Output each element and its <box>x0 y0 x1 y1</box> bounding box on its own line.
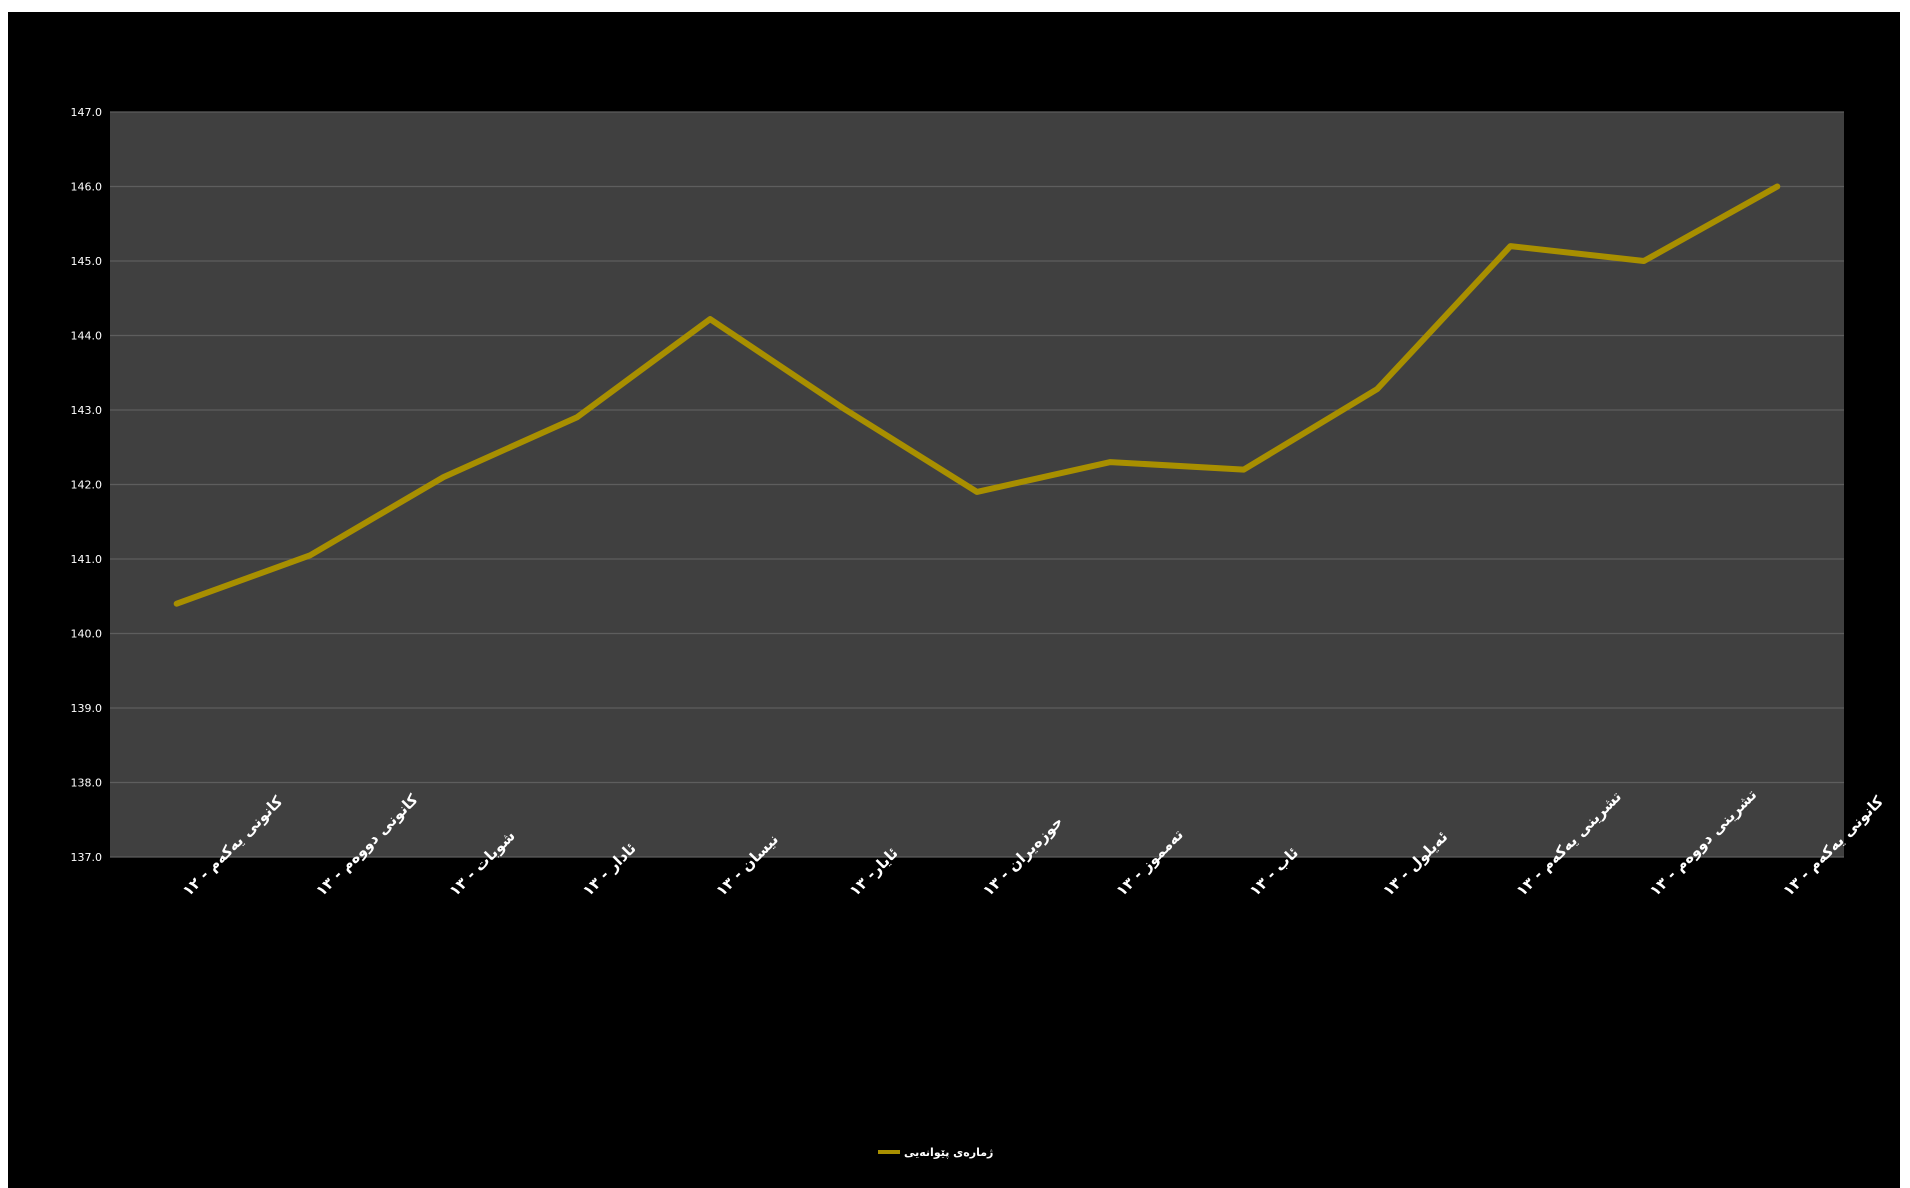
y-tick-label: 146.0 <box>71 181 103 194</box>
gridlines <box>110 111 1844 858</box>
y-tick-label: 147.0 <box>71 106 103 119</box>
y-tick-label: 145.0 <box>71 255 103 268</box>
data-point <box>1374 386 1380 392</box>
data-point <box>440 474 446 480</box>
y-tick-label: 138.0 <box>71 777 103 790</box>
data-point <box>1774 184 1780 189</box>
y-tick-label: 137.0 <box>71 851 103 864</box>
data-point <box>1107 459 1113 465</box>
y-tick-label: 139.0 <box>71 702 103 715</box>
data-point <box>974 489 980 495</box>
data-point <box>574 414 580 420</box>
y-tick-label: 143.0 <box>71 404 103 417</box>
y-axis-ticks: 137.0 138.0 139.0 140.0 141.0 142.0 143.0 144.0… <box>71 106 103 864</box>
data-point <box>307 552 313 558</box>
y-tick-label: 144.0 <box>71 330 103 343</box>
data-point <box>707 316 713 322</box>
data-point <box>1508 243 1514 249</box>
y-tick-label: 142.0 <box>71 479 103 492</box>
data-point <box>1641 258 1647 264</box>
y-tick-label: 141.0 <box>71 553 103 566</box>
chart-frame: 137.0 138.0 139.0 140.0 141.0 142.0 143.0 144.0… <box>8 12 1900 1188</box>
data-point <box>841 406 847 412</box>
series-layer <box>173 183 1781 607</box>
y-tick-label: 140.0 <box>71 628 103 641</box>
legend-label: ژمارەی پێوانەیی <box>904 1146 993 1159</box>
data-point <box>174 601 180 607</box>
data-point <box>1241 467 1247 473</box>
line-chart: 137.0 138.0 139.0 140.0 141.0 142.0 143.0 144.0… <box>71 106 1888 1159</box>
legend: ژمارەی پێوانەیی <box>878 1146 993 1159</box>
